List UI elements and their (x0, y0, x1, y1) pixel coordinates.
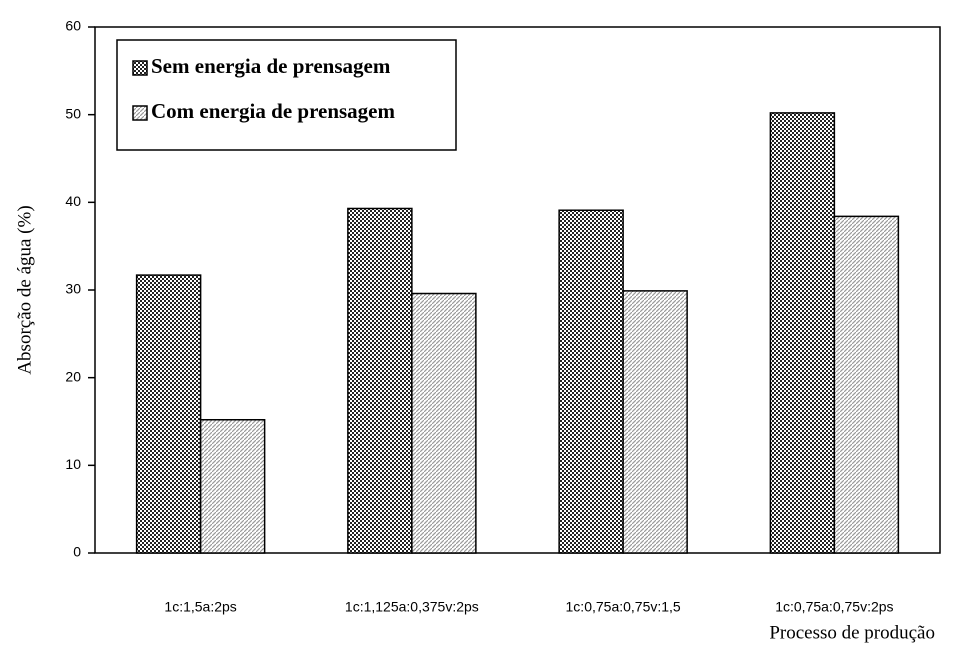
bar (769, 112, 836, 554)
legend-box (116, 39, 457, 151)
y-axis-label: Absorção de água (%) (14, 205, 35, 374)
y-tick-label: 0 (73, 544, 81, 560)
legend-swatch (132, 105, 148, 121)
bar (199, 418, 266, 554)
bar (558, 209, 624, 554)
y-tick-label: 40 (65, 193, 81, 209)
bar (347, 207, 413, 554)
y-tick-label: 60 (65, 18, 81, 34)
y-tick-label: 10 (65, 456, 81, 472)
x-tick-label: 1c:0,75a:0,75v:1,5 (566, 599, 681, 615)
y-tick-label: 30 (65, 281, 81, 297)
y-tick-label: 50 (65, 105, 81, 121)
bar (411, 292, 477, 554)
y-tick-label: 20 (65, 368, 81, 384)
bar (622, 290, 688, 554)
legend-label: Sem energia de prensagem (151, 54, 391, 78)
bar (135, 274, 202, 554)
x-axis-label: Processo de produção (769, 622, 935, 643)
bar (833, 215, 900, 554)
x-tick-label: 1c:1,5a:2ps (164, 599, 236, 615)
x-tick-label: 1c:0,75a:0,75v:2ps (775, 599, 893, 615)
legend-swatch (132, 60, 148, 76)
x-tick-label: 1c:1,125a:0,375v:2ps (345, 599, 479, 615)
legend-label: Com energia de prensagem (151, 99, 395, 123)
